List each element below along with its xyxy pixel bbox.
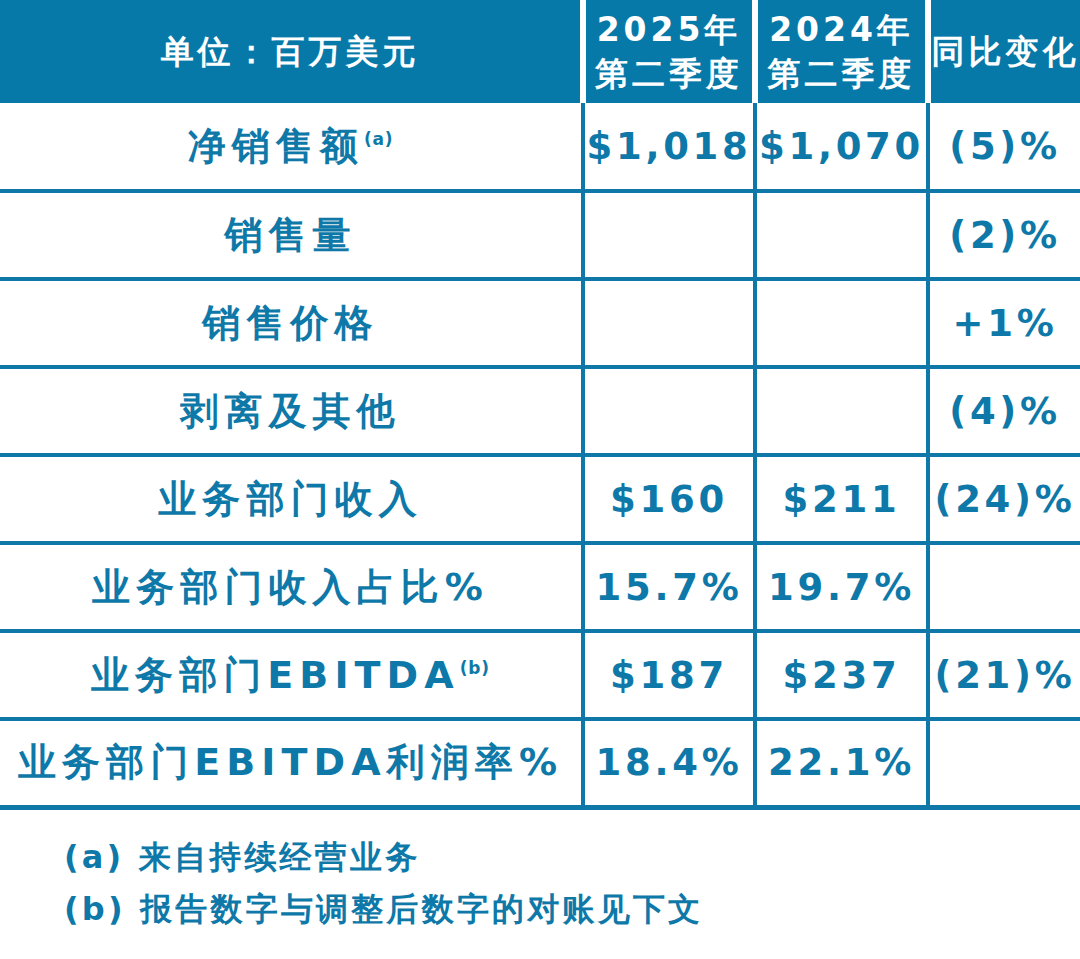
value-2025-cell: 15.7% xyxy=(583,543,755,631)
row-label: 销售量 xyxy=(224,213,356,257)
footnote-marker-b: (b) xyxy=(460,658,490,678)
financial-results-page: 单位：百万美元 2025年 第二季度 2024年 第二季度 同比变化 净销售额(… xyxy=(0,0,1080,959)
table-row-sales-price: 销售价格 +1% xyxy=(0,279,1080,367)
value-2024-cell: $211 xyxy=(755,455,928,543)
footnote-a: (a) 来自持续经营业务 xyxy=(64,840,1080,875)
row-label: 业务部门收入 xyxy=(158,477,422,521)
value-2024-cell xyxy=(755,191,928,279)
value-2025-cell xyxy=(583,191,755,279)
row-label: 剥离及其他 xyxy=(180,389,400,433)
table-row-sales-volume: 销售量 (2)% xyxy=(0,191,1080,279)
yoy-cell: (2)% xyxy=(928,191,1080,279)
value-2024-cell: $237 xyxy=(755,631,928,719)
value-2024-cell xyxy=(755,279,928,367)
q2-2025-year: 2025年 xyxy=(586,8,752,52)
table-row-segment-income-pct: 业务部门收入占比% 15.7% 19.7% xyxy=(0,543,1080,631)
value-2025-cell: 18.4% xyxy=(583,719,755,807)
yoy-cell xyxy=(928,719,1080,807)
q2-2024-quarter: 第二季度 xyxy=(758,52,925,96)
header-q2-2024: 2024年 第二季度 xyxy=(755,0,928,103)
row-label-cell: 业务部门EBITDA利润率% xyxy=(0,719,583,807)
row-label: 业务部门EBITDA xyxy=(91,653,460,697)
q2-2025-quarter: 第二季度 xyxy=(586,52,752,96)
table-row-divestiture-other: 剥离及其他 (4)% xyxy=(0,367,1080,455)
header-row: 单位：百万美元 2025年 第二季度 2024年 第二季度 同比变化 xyxy=(0,0,1080,103)
footnote-b: (b) 报告数字与调整后数字的对账见下文 xyxy=(64,892,1080,927)
row-label-cell: 业务部门EBITDA(b) xyxy=(0,631,583,719)
header-unit-label: 单位：百万美元 xyxy=(0,0,583,103)
row-label-cell: 销售价格 xyxy=(0,279,583,367)
yoy-cell xyxy=(928,543,1080,631)
table-header: 单位：百万美元 2025年 第二季度 2024年 第二季度 同比变化 xyxy=(0,0,1080,103)
value-2025-cell xyxy=(583,367,755,455)
table-row-net-sales: 净销售额(a) $1,018 $1,070 (5)% xyxy=(0,103,1080,191)
value-2024-cell: 19.7% xyxy=(755,543,928,631)
value-2025-cell xyxy=(583,279,755,367)
yoy-cell: (21)% xyxy=(928,631,1080,719)
unit-label-text: 单位：百万美元 xyxy=(0,30,580,74)
table-row-segment-income: 业务部门收入 $160 $211 (24)% xyxy=(0,455,1080,543)
value-2024-cell: $1,070 xyxy=(755,103,928,191)
header-q2-2025: 2025年 第二季度 xyxy=(583,0,755,103)
row-label-cell: 业务部门收入 xyxy=(0,455,583,543)
value-2024-cell: 22.1% xyxy=(755,719,928,807)
value-2025-cell: $187 xyxy=(583,631,755,719)
table-row-segment-ebitda: 业务部门EBITDA(b) $187 $237 (21)% xyxy=(0,631,1080,719)
yoy-label-text: 同比变化 xyxy=(931,30,1080,74)
row-label-cell: 剥离及其他 xyxy=(0,367,583,455)
value-2025-cell: $160 xyxy=(583,455,755,543)
row-label: 净销售额 xyxy=(188,124,364,168)
row-label: 业务部门收入占比% xyxy=(92,565,489,609)
yoy-cell: +1% xyxy=(928,279,1080,367)
row-label-cell: 销售量 xyxy=(0,191,583,279)
row-label-cell: 业务部门收入占比% xyxy=(0,543,583,631)
footnote-marker-a: (a) xyxy=(364,129,394,149)
yoy-cell: (24)% xyxy=(928,455,1080,543)
row-label: 业务部门EBITDA利润率% xyxy=(18,740,563,784)
value-2024-cell xyxy=(755,367,928,455)
header-yoy-change: 同比变化 xyxy=(928,0,1080,103)
yoy-cell: (5)% xyxy=(928,103,1080,191)
yoy-cell: (4)% xyxy=(928,367,1080,455)
footnotes: (a) 来自持续经营业务 (b) 报告数字与调整后数字的对账见下文 xyxy=(64,840,1080,927)
value-2025-cell: $1,018 xyxy=(583,103,755,191)
q2-2024-year: 2024年 xyxy=(758,8,925,52)
table-row-segment-ebitda-margin: 业务部门EBITDA利润率% 18.4% 22.1% xyxy=(0,719,1080,807)
row-label-cell: 净销售额(a) xyxy=(0,103,583,191)
financial-results-table: 单位：百万美元 2025年 第二季度 2024年 第二季度 同比变化 净销售额(… xyxy=(0,0,1080,810)
table-body: 净销售额(a) $1,018 $1,070 (5)% 销售量 (2)% 销售价格… xyxy=(0,103,1080,807)
row-label: 销售价格 xyxy=(202,301,378,345)
